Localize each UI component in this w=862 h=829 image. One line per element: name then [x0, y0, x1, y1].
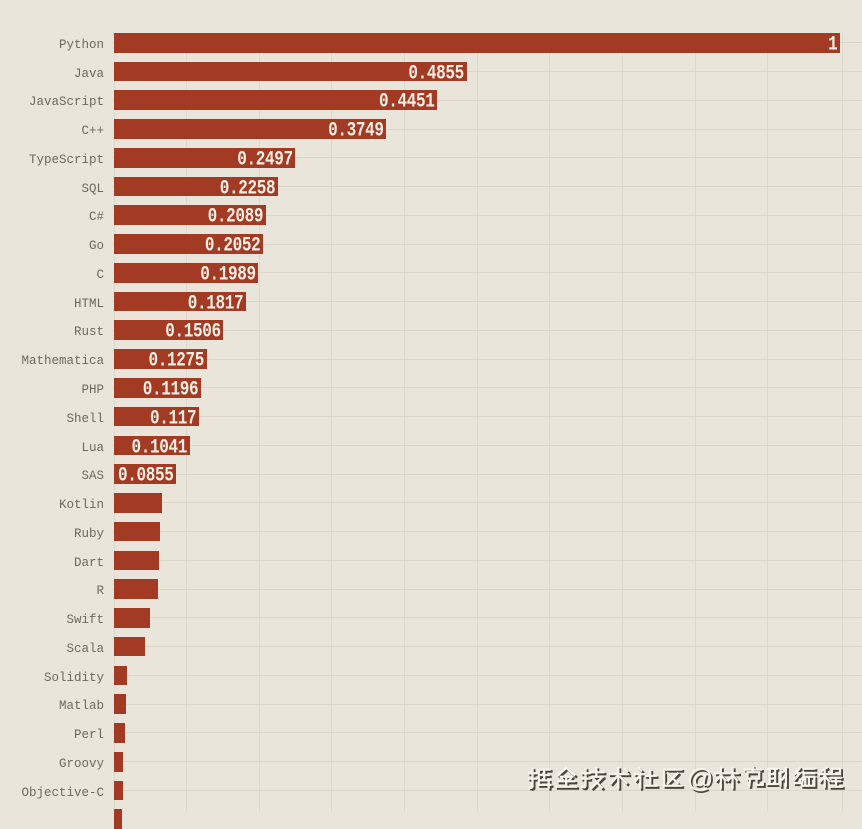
- svg-text:@: @: [689, 765, 715, 795]
- svg-text:@: @: [687, 763, 713, 793]
